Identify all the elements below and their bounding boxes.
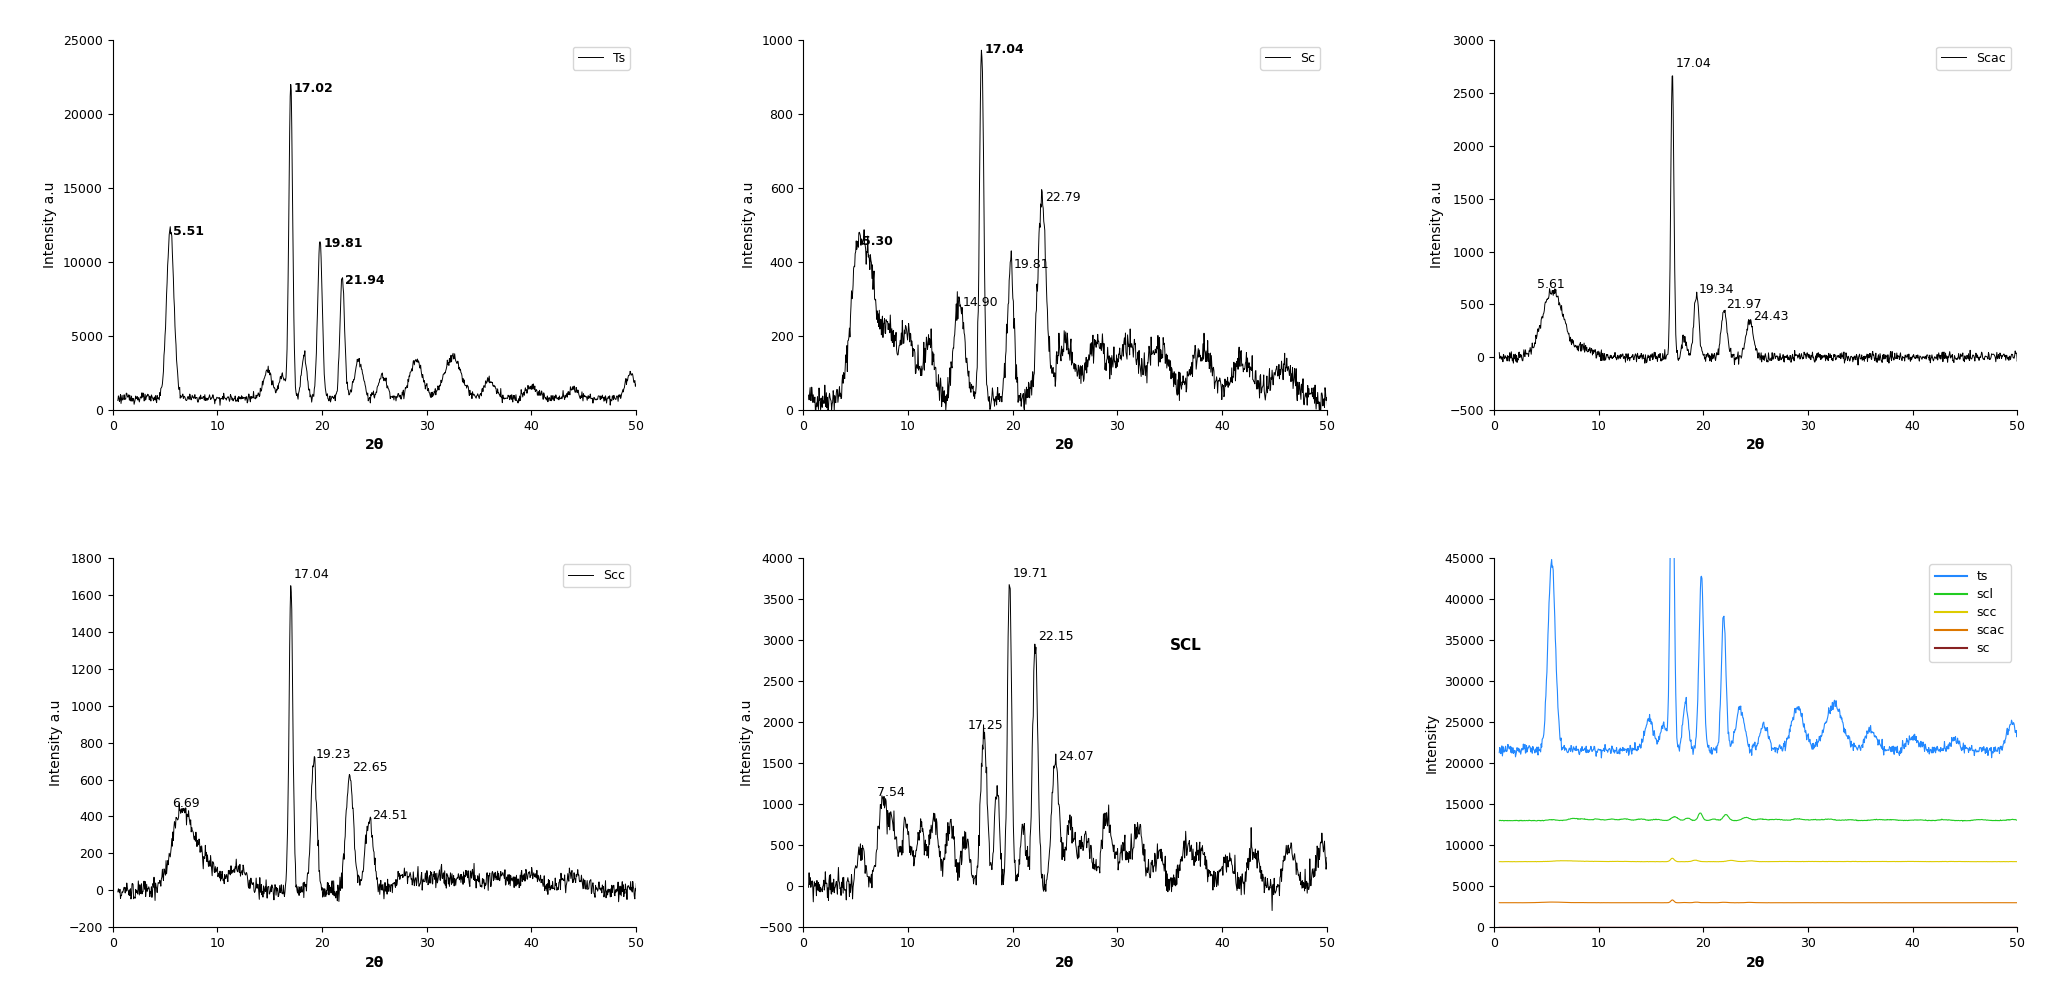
Text: 19.34: 19.34 [1698, 282, 1735, 295]
Text: 14.90: 14.90 [963, 296, 997, 309]
Text: 24.43: 24.43 [1753, 309, 1788, 323]
X-axis label: 2θ: 2θ [1747, 956, 1765, 970]
Text: SCL: SCL [1169, 638, 1202, 653]
X-axis label: 2θ: 2θ [1747, 438, 1765, 453]
Text: 24.51: 24.51 [373, 809, 408, 823]
Text: 5.30: 5.30 [862, 236, 893, 248]
Y-axis label: Intensity a.u: Intensity a.u [49, 700, 63, 786]
Text: 22.15: 22.15 [1038, 630, 1073, 643]
Y-axis label: Intensity a.u: Intensity a.u [739, 700, 754, 786]
Legend: ts, scl, scc, scac, sc: ts, scl, scc, scac, sc [1929, 564, 2011, 661]
Text: 17.25: 17.25 [969, 720, 1004, 733]
Text: 22.79: 22.79 [1044, 192, 1081, 204]
Text: 5.61: 5.61 [1538, 278, 1565, 291]
Y-axis label: Intensity: Intensity [1425, 713, 1440, 773]
Legend: Sc: Sc [1260, 46, 1321, 70]
Text: 19.81: 19.81 [324, 237, 362, 250]
Text: 6.69: 6.69 [172, 797, 201, 810]
Text: 17.02: 17.02 [295, 82, 334, 95]
Text: 5.51: 5.51 [174, 226, 205, 239]
Text: 17.04: 17.04 [985, 43, 1024, 56]
Text: 17.04: 17.04 [295, 569, 330, 581]
Legend: Ts: Ts [573, 46, 629, 70]
Text: 21.94: 21.94 [346, 274, 385, 287]
Text: 24.07: 24.07 [1059, 750, 1094, 763]
Text: 21.97: 21.97 [1726, 298, 1761, 311]
Text: 22.65: 22.65 [352, 761, 387, 774]
Text: 7.54: 7.54 [877, 786, 905, 799]
Text: 19.71: 19.71 [1014, 568, 1049, 581]
Text: 19.81: 19.81 [1014, 258, 1049, 270]
X-axis label: 2θ: 2θ [1055, 956, 1075, 970]
X-axis label: 2θ: 2θ [365, 956, 383, 970]
Text: 19.23: 19.23 [315, 748, 352, 761]
Y-axis label: Intensity a.u: Intensity a.u [741, 181, 756, 268]
Y-axis label: Intensity a.u: Intensity a.u [43, 181, 57, 268]
Legend: Scac: Scac [1935, 46, 2011, 70]
Y-axis label: Intensity a.u: Intensity a.u [1430, 181, 1444, 268]
X-axis label: 2θ: 2θ [1055, 438, 1075, 453]
Legend: Scc: Scc [563, 564, 629, 587]
X-axis label: 2θ: 2θ [365, 438, 383, 453]
Text: 17.04: 17.04 [1675, 56, 1712, 70]
